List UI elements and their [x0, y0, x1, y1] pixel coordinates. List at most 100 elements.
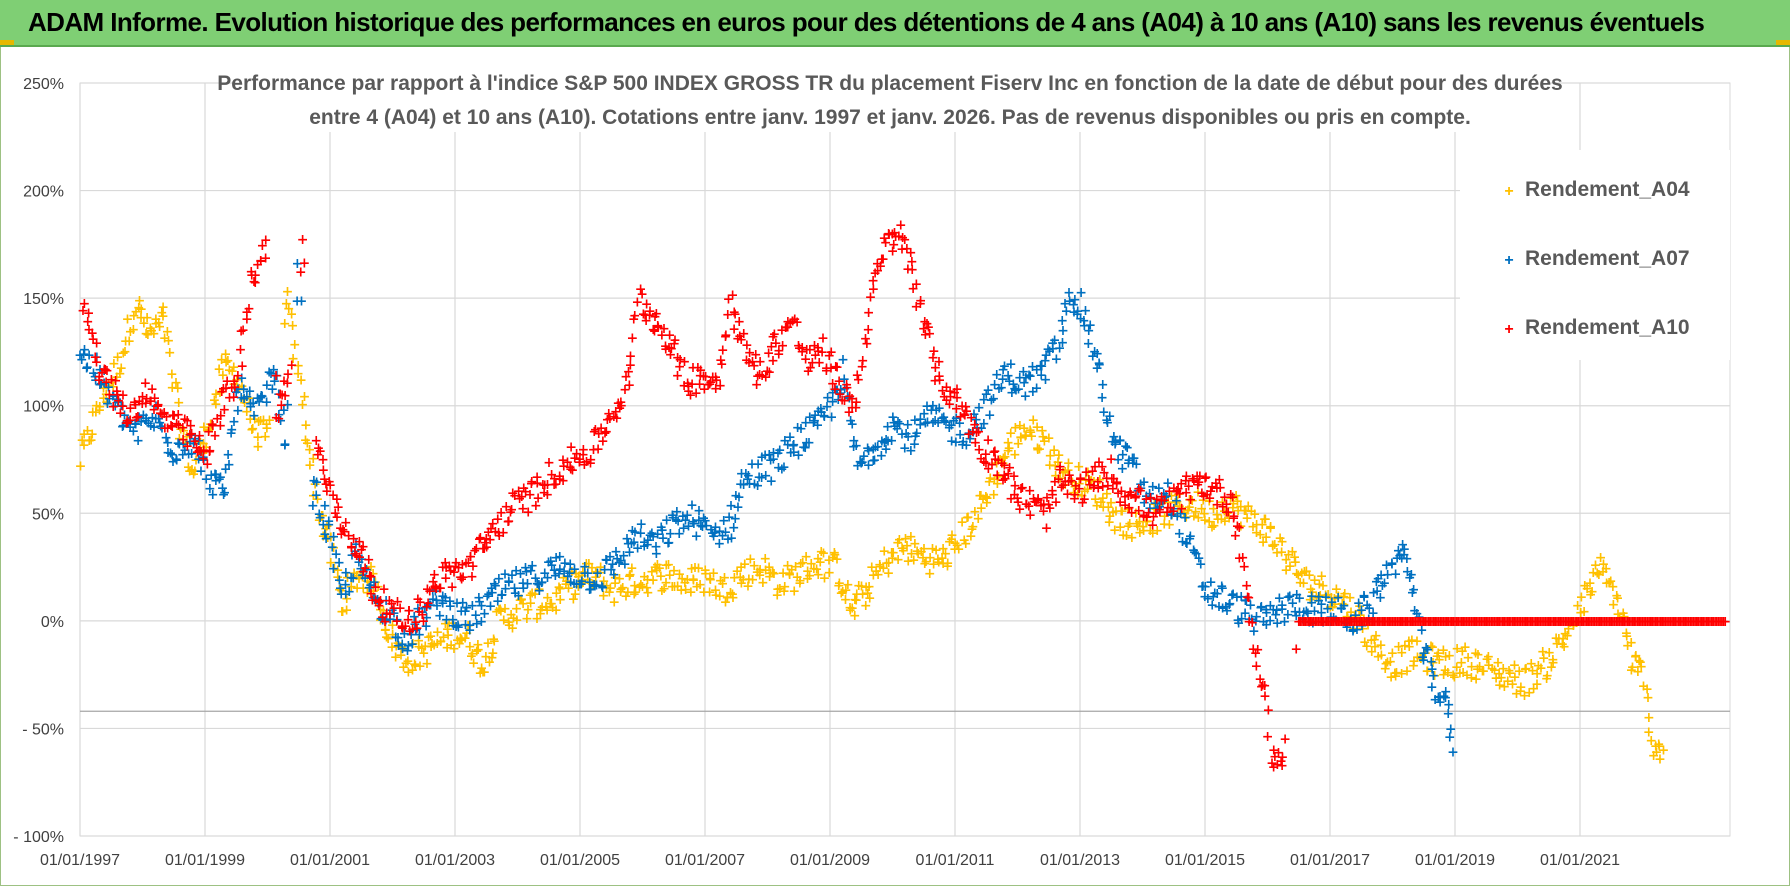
data-point: + — [340, 515, 352, 531]
data-point: + — [1322, 587, 1334, 603]
data-point: + — [1273, 590, 1285, 606]
data-point: + — [455, 570, 467, 586]
data-point: + — [1270, 607, 1282, 623]
data-point: + — [627, 331, 639, 347]
data-point: + — [517, 596, 529, 612]
data-point: + — [1042, 341, 1054, 357]
data-point: + — [818, 545, 830, 561]
data-point: + — [851, 587, 863, 603]
data-point: + — [1101, 486, 1113, 502]
data-point: + — [445, 563, 457, 579]
data-point: + — [721, 590, 733, 606]
data-point: + — [1135, 481, 1147, 497]
data-point: + — [1719, 614, 1731, 630]
data-point: + — [694, 577, 706, 593]
data-point: + — [822, 390, 834, 406]
data-point: + — [874, 557, 886, 573]
data-point: + — [988, 487, 1000, 503]
data-point: + — [1246, 615, 1258, 631]
data-point: + — [204, 443, 216, 459]
data-point: + — [175, 422, 187, 438]
data-point: + — [1138, 523, 1150, 539]
data-point: + — [343, 584, 355, 600]
data-point: + — [568, 591, 580, 607]
data-point: + — [997, 451, 1009, 467]
data-point: + — [1393, 639, 1405, 655]
data-point: + — [435, 634, 447, 650]
data-point: + — [197, 449, 209, 465]
data-point: + — [838, 371, 850, 387]
data-point: + — [96, 365, 108, 381]
data-point: + — [491, 604, 503, 620]
data-point: + — [917, 550, 929, 566]
data-point: + — [1520, 661, 1532, 677]
data-point: + — [167, 407, 179, 423]
data-point: + — [274, 387, 286, 403]
data-point: + — [1091, 498, 1103, 514]
data-point: + — [220, 380, 232, 396]
data-point: + — [1309, 573, 1321, 589]
data-point: + — [335, 520, 347, 536]
data-point: + — [1408, 582, 1420, 598]
data-point: + — [159, 421, 171, 437]
data-point: + — [488, 633, 500, 649]
data-point: + — [152, 397, 164, 413]
data-point: + — [1541, 671, 1553, 687]
data-point: + — [194, 443, 206, 459]
data-point: + — [1009, 381, 1021, 397]
data-point: + — [804, 568, 816, 584]
data-point: + — [1440, 684, 1452, 700]
data-point: + — [693, 503, 705, 519]
data-point: + — [313, 440, 325, 456]
data-point: + — [142, 327, 154, 343]
data-point: + — [413, 604, 425, 620]
data-point: + — [321, 518, 333, 534]
data-point: + — [1632, 664, 1644, 680]
data-point: + — [295, 372, 307, 388]
data-point: + — [1498, 679, 1510, 695]
data-point: + — [1020, 370, 1032, 386]
data-point: + — [1232, 494, 1244, 510]
data-point: + — [1069, 292, 1081, 308]
data-point: + — [610, 544, 622, 560]
data-point: + — [1122, 518, 1134, 534]
data-point: + — [246, 267, 258, 283]
data-point: + — [800, 549, 812, 565]
data-point: + — [1289, 604, 1301, 620]
data-point: + — [1390, 567, 1402, 583]
data-point: + — [1633, 653, 1645, 669]
data-point: + — [255, 390, 267, 406]
data-point: + — [978, 416, 990, 432]
data-point: + — [1230, 488, 1242, 504]
data-point: + — [920, 554, 932, 570]
data-point: + — [1283, 547, 1295, 563]
data-point: + — [1031, 420, 1043, 436]
data-point: + — [1551, 636, 1563, 652]
data-point: + — [1202, 591, 1214, 607]
data-point: + — [250, 268, 262, 284]
data-point: + — [148, 326, 160, 342]
data-point: + — [1239, 605, 1251, 621]
data-point: + — [1426, 680, 1438, 696]
data-point: + — [1419, 646, 1431, 662]
data-point: + — [181, 439, 193, 455]
data-point: + — [319, 526, 331, 542]
data-point: + — [89, 350, 101, 366]
data-point: + — [1093, 357, 1105, 373]
data-point: + — [862, 322, 874, 338]
data-point: + — [235, 323, 247, 339]
data-point: + — [1392, 543, 1404, 559]
data-point: + — [579, 559, 591, 575]
data-point: + — [1386, 556, 1398, 572]
data-point: + — [1440, 690, 1452, 706]
data-point: + — [1401, 664, 1413, 680]
data-point: + — [591, 578, 603, 594]
data-point: + — [815, 405, 827, 421]
data-point: + — [449, 559, 461, 575]
data-point: + — [622, 584, 634, 600]
data-point: + — [350, 536, 362, 552]
data-point: + — [1010, 420, 1022, 436]
data-point: + — [279, 438, 291, 454]
data-point: + — [82, 423, 94, 439]
